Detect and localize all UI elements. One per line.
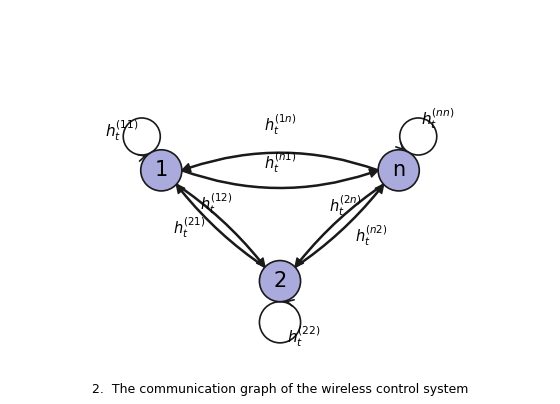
Text: $h_t^{(11)}$: $h_t^{(11)}$ [105,118,139,143]
Text: 2: 2 [273,271,287,291]
FancyArrowPatch shape [176,184,265,267]
Text: $h_t^{(n1)}$: $h_t^{(n1)}$ [264,150,296,175]
FancyArrowPatch shape [182,152,379,172]
FancyArrowPatch shape [295,184,384,267]
Text: $h_t^{(2n)}$: $h_t^{(2n)}$ [329,194,362,218]
Text: $h_t^{(21)}$: $h_t^{(21)}$ [172,215,206,240]
Text: 2.  The communication graph of the wireless control system: 2. The communication graph of the wirele… [92,383,468,396]
FancyArrowPatch shape [181,169,378,189]
Text: $h_t^{(n2)}$: $h_t^{(n2)}$ [354,223,388,248]
Text: n: n [392,160,405,180]
Circle shape [378,150,419,191]
FancyArrowPatch shape [295,184,384,267]
Text: $h_t^{(nn)}$: $h_t^{(nn)}$ [421,107,455,131]
Text: $h_t^{(22)}$: $h_t^{(22)}$ [287,324,321,349]
Text: 1: 1 [155,160,168,180]
FancyArrowPatch shape [176,184,265,267]
Text: $h_t^{(12)}$: $h_t^{(12)}$ [200,191,233,216]
Circle shape [259,261,301,302]
Circle shape [141,150,182,191]
Text: $h_t^{(1n)}$: $h_t^{(1n)}$ [264,112,296,137]
